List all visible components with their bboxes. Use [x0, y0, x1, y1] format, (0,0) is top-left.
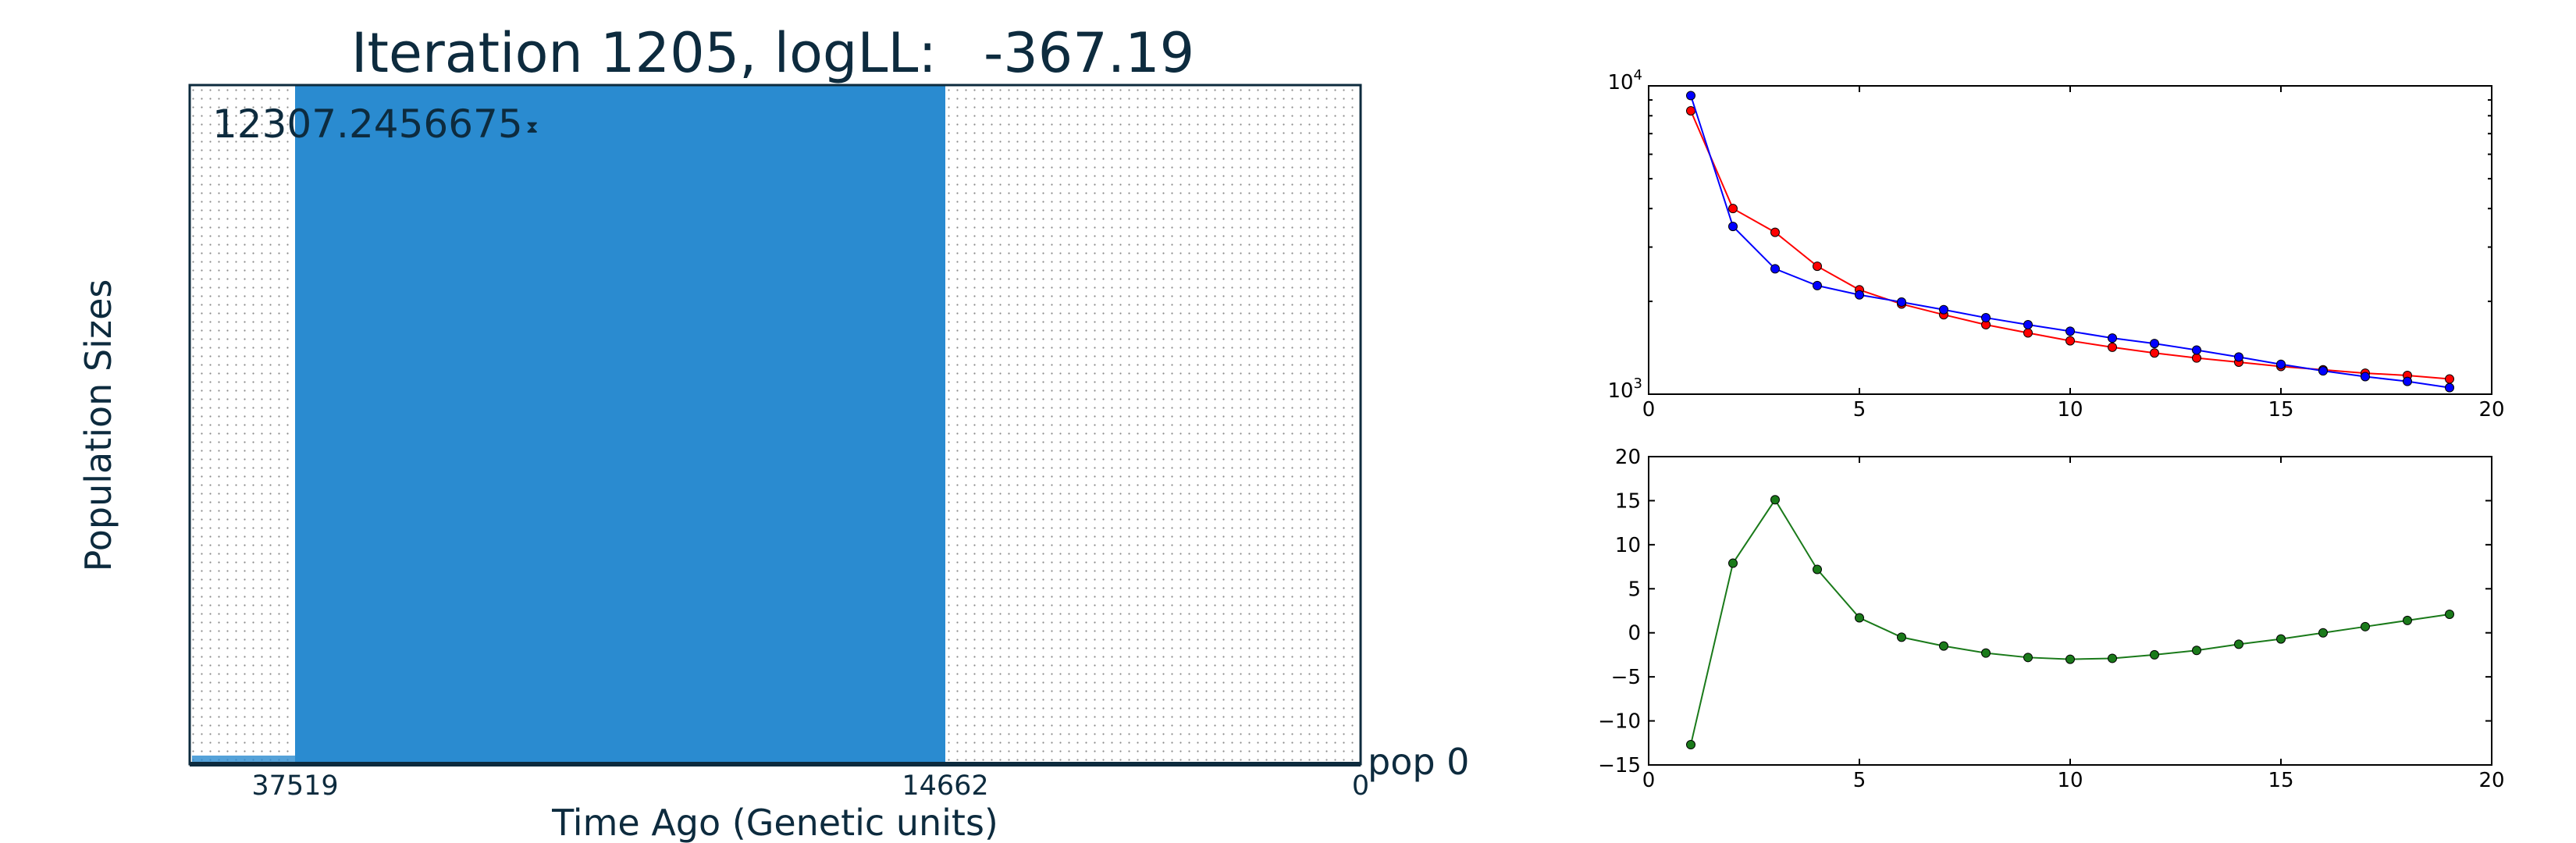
- data-point: [2023, 320, 2033, 330]
- data-point: [2023, 328, 2033, 338]
- data-point: [2276, 359, 2286, 369]
- ancestral-baseline-sliver: [192, 756, 295, 763]
- y-tick-label: 10: [1615, 534, 1641, 557]
- data-point: [1770, 495, 1780, 505]
- y-tick-label-power: 103: [1607, 375, 1642, 403]
- x-tick-label: 14662: [902, 770, 988, 802]
- data-point: [2234, 352, 2243, 362]
- y-tick-label: 0: [1628, 622, 1641, 646]
- data-point: [2403, 376, 2412, 386]
- data-point: [2065, 336, 2075, 346]
- y-tick-label: 15: [1615, 489, 1641, 513]
- data-point: [1813, 280, 1822, 290]
- data-point: [2361, 621, 2370, 631]
- data-point: [2276, 634, 2286, 644]
- data-point: [2403, 615, 2412, 625]
- x-tick-label: 0: [1642, 398, 1656, 422]
- x-tick-label: 5: [1853, 769, 1866, 792]
- data-point: [1939, 304, 1948, 315]
- data-point: [2445, 610, 2454, 620]
- y-tick-label-power: 104: [1607, 67, 1642, 94]
- data-point: [2065, 654, 2075, 664]
- title-prefix: Iteration 1205, logLL:: [351, 21, 937, 85]
- y-tick-label: 20: [1615, 446, 1641, 469]
- y-axis-title: Population Sizes: [77, 279, 119, 572]
- log-line-chart: 0 5 10 15 20 104 103: [1607, 67, 2504, 422]
- data-point: [1728, 204, 1738, 214]
- y-tick-label: 5: [1628, 578, 1641, 601]
- x-tick-label: 10: [2057, 398, 2083, 422]
- data-point: [1728, 558, 1738, 568]
- data-point: [1686, 740, 1695, 750]
- x-tick-label: 20: [2478, 398, 2504, 422]
- data-point: [2108, 342, 2117, 352]
- data-point: [2318, 628, 2328, 638]
- size-annotation-marker: ⧗: [526, 118, 538, 137]
- data-point: [2361, 372, 2370, 382]
- data-point: [2150, 348, 2159, 358]
- population-label: pop 0: [1368, 741, 1469, 783]
- x-tick-label: 5: [1853, 398, 1866, 422]
- data-point: [1939, 641, 1948, 651]
- x-tick-label: 0: [1352, 770, 1369, 802]
- data-point: [2445, 374, 2454, 384]
- data-point: [2192, 353, 2201, 363]
- data-point: [1813, 564, 1822, 574]
- x-tick-label: 15: [2268, 769, 2293, 792]
- data-point: [2023, 653, 2033, 663]
- data-point: [1897, 632, 1906, 642]
- data-point: [1981, 313, 1991, 323]
- x-tick-label: 37519: [251, 770, 338, 802]
- x-tick-label: 15: [2268, 398, 2293, 422]
- data-point: [2192, 345, 2201, 355]
- y-tick-label: −15: [1598, 754, 1641, 777]
- x-tick-label: 0: [1642, 769, 1656, 792]
- data-point: [2108, 333, 2117, 343]
- population-epoch-bar: [295, 86, 945, 763]
- data-point: [2318, 366, 2328, 376]
- data-point: [1686, 105, 1695, 116]
- data-point: [2234, 639, 2243, 649]
- data-point: [1855, 290, 1864, 300]
- plot-frame: [1648, 85, 2492, 395]
- data-point: [2150, 339, 2159, 349]
- data-point: [1770, 264, 1780, 274]
- difference-line-chart: 0 5 10 15 20 20 15 10 5 0 −5 −10 −15: [1598, 446, 2504, 792]
- data-point: [2150, 649, 2159, 660]
- x-axis-title: Time Ago (Genetic units): [551, 802, 998, 843]
- data-point: [1686, 91, 1695, 101]
- data-point: [1728, 222, 1738, 232]
- data-point: [2108, 653, 2117, 663]
- title-loglikelihood: -367.19: [984, 21, 1194, 85]
- y-tick-label: −5: [1611, 666, 1641, 689]
- x-tick-label: 20: [2478, 769, 2504, 792]
- x-tick-label: 10: [2057, 769, 2083, 792]
- series-line: [1690, 498, 2450, 745]
- data-point: [1981, 648, 1991, 658]
- data-point: [2445, 382, 2454, 393]
- data-point: [1770, 227, 1780, 237]
- y-tick-label: −10: [1598, 710, 1641, 734]
- data-point: [2065, 326, 2075, 336]
- size-annotation: 12307.2456675: [212, 101, 523, 147]
- data-point: [1897, 297, 1906, 307]
- data-point: [2192, 646, 2201, 656]
- data-point: [1855, 613, 1864, 623]
- chart-title: Iteration 1205, logLL: -367.19: [351, 21, 1194, 85]
- data-point: [1813, 261, 1822, 272]
- population-panel: Iteration 1205, logLL: -367.19 12307.2456…: [77, 21, 1469, 843]
